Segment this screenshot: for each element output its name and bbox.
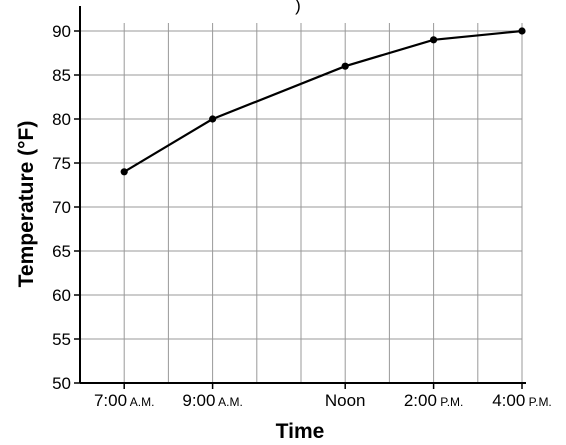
x-tick-label: Noon xyxy=(325,391,366,410)
data-point xyxy=(430,36,438,44)
y-tick-label: 75 xyxy=(52,154,71,173)
data-series xyxy=(120,27,526,176)
y-tick-labels: 50 55 60 65 70 75 80 85 90 xyxy=(52,22,71,393)
chart-title-fragment: ) xyxy=(295,0,301,15)
data-point xyxy=(518,27,526,35)
series-line xyxy=(123,29,523,173)
x-axis-title: Time xyxy=(276,420,325,443)
y-tick-label: 85 xyxy=(52,66,71,85)
x-tick-label: 9:00 A.M. xyxy=(182,391,242,410)
x-tick-label: 7:00 A.M. xyxy=(94,391,154,410)
data-point xyxy=(341,62,349,70)
y-tick-label: 80 xyxy=(52,110,71,129)
data-point xyxy=(120,168,128,176)
y-tick-label: 90 xyxy=(52,22,71,41)
y-tick-label: 50 xyxy=(52,374,71,393)
grid-lines xyxy=(80,23,523,383)
y-tick-label: 55 xyxy=(52,330,71,349)
x-tick-labels: 7:00 A.M. 9:00 A.M. Noon 2:00 P.M. 4:00 P.M. xyxy=(94,391,552,410)
y-tick-label: 60 xyxy=(52,286,71,305)
data-point xyxy=(209,115,217,123)
x-tick-label: 4:00 P.M. xyxy=(492,391,552,410)
y-axis-title: Temperature (°F) xyxy=(15,121,38,288)
x-tick-label: 2:00 P.M. xyxy=(404,391,464,410)
y-tick-label: 65 xyxy=(52,242,71,261)
axes xyxy=(74,6,526,389)
y-tick-label: 70 xyxy=(52,198,71,217)
